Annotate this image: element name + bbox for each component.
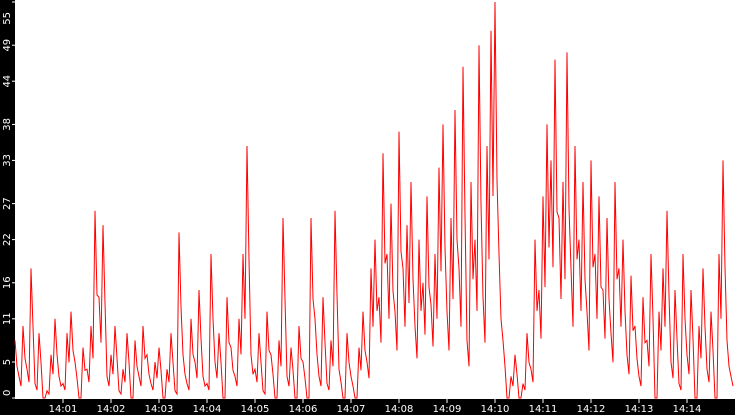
x-tick-label: 14:02	[97, 404, 126, 415]
y-tick-label: 44	[2, 75, 13, 88]
x-tick-label: 14:06	[289, 404, 318, 415]
x-tick-label: 14:11	[529, 404, 558, 415]
x-tick-label: 14:04	[193, 404, 222, 415]
x-tick-label: 14:08	[385, 404, 414, 415]
x-tick-label: 14:07	[337, 404, 366, 415]
y-tick-label: 16	[2, 276, 13, 289]
y-tick-label: 55	[2, 12, 13, 25]
y-tick-label: 11	[2, 312, 13, 325]
x-tick-label: 14:05	[241, 404, 270, 415]
y-tick-label: 5	[2, 359, 13, 365]
x-tick-label: 14:12	[577, 404, 606, 415]
series-line	[14, 1, 734, 399]
x-tick-label: 14:14	[673, 404, 702, 415]
y-axis-strip	[0, 0, 15, 415]
y-tick-label: 33	[2, 154, 13, 167]
x-axis-strip	[0, 399, 735, 415]
y-tick-label: 22	[2, 233, 13, 246]
x-tick-label: 14:09	[433, 404, 462, 415]
y-tick-label: 38	[2, 118, 13, 131]
x-tick-label: 14:10	[481, 404, 510, 415]
x-tick-label: 14:03	[145, 404, 174, 415]
y-tick-label: 49	[2, 39, 13, 52]
y-tick-label: 27	[2, 197, 13, 210]
y-tick-label: 0	[2, 390, 13, 396]
x-tick-label: 14:01	[49, 404, 78, 415]
x-tick-label: 14:13	[625, 404, 654, 415]
